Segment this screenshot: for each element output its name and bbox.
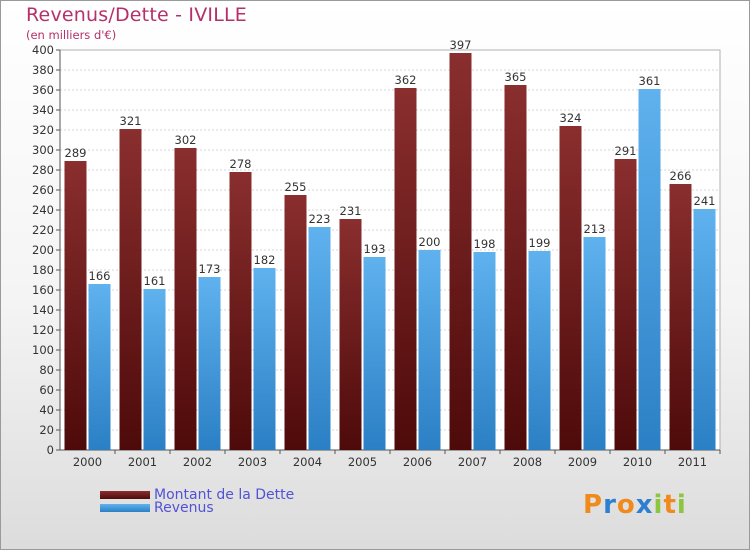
y-tick-label: 0 bbox=[47, 443, 54, 457]
data-label-dette: 362 bbox=[395, 73, 417, 87]
logo-letter: o bbox=[616, 490, 636, 520]
x-tick-label: 2006 bbox=[403, 455, 432, 469]
logo-letter: t bbox=[663, 490, 677, 520]
data-label-revenus: 361 bbox=[639, 74, 661, 88]
data-label-revenus: 161 bbox=[144, 274, 166, 288]
y-tick-label: 320 bbox=[32, 123, 54, 137]
legend-swatch-dette bbox=[100, 491, 150, 499]
x-tick-label: 2011 bbox=[678, 455, 707, 469]
y-tick-label: 220 bbox=[32, 223, 54, 237]
y-tick-label: 240 bbox=[32, 203, 54, 217]
data-label-dette: 397 bbox=[450, 38, 472, 52]
bar-dette bbox=[339, 219, 362, 450]
bar-dette bbox=[394, 88, 417, 450]
data-label-dette: 365 bbox=[505, 70, 527, 84]
data-label-revenus: 213 bbox=[584, 222, 606, 236]
bar-dette bbox=[449, 53, 472, 450]
data-label-revenus: 241 bbox=[694, 194, 716, 208]
legend-item-dette: Montant de la Dette bbox=[100, 487, 294, 503]
data-label-dette: 302 bbox=[175, 133, 197, 147]
x-tick-label: 2002 bbox=[183, 455, 212, 469]
data-label-revenus: 200 bbox=[419, 235, 441, 249]
data-label-dette: 266 bbox=[670, 169, 692, 183]
x-tick-label: 2005 bbox=[348, 455, 377, 469]
data-label-dette: 255 bbox=[285, 180, 307, 194]
legend-label-dette: Montant de la Dette bbox=[154, 487, 295, 503]
logo-letter: r bbox=[603, 490, 617, 520]
y-tick-label: 40 bbox=[39, 403, 54, 417]
legend-swatch-revenus bbox=[100, 504, 150, 512]
bar-dette bbox=[229, 172, 252, 450]
bar-revenus bbox=[88, 284, 111, 450]
data-label-dette: 321 bbox=[120, 114, 142, 128]
logo-letter: P bbox=[583, 490, 604, 520]
y-tick-label: 300 bbox=[32, 143, 54, 157]
y-tick-label: 340 bbox=[32, 103, 54, 117]
data-label-dette: 324 bbox=[560, 111, 582, 125]
y-tick-label: 260 bbox=[32, 183, 54, 197]
x-tick-label: 2001 bbox=[128, 455, 157, 469]
bar-revenus bbox=[363, 257, 386, 450]
bar-revenus bbox=[253, 268, 276, 450]
x-tick-label: 2009 bbox=[568, 455, 597, 469]
bar-dette bbox=[284, 195, 307, 450]
y-tick-label: 360 bbox=[32, 83, 54, 97]
bar-revenus bbox=[638, 89, 661, 450]
bar-revenus bbox=[583, 237, 606, 450]
chart-title: Revenus/Dette - IVILLE bbox=[26, 4, 247, 26]
plot-area bbox=[59, 49, 721, 451]
x-tick-label: 2000 bbox=[73, 455, 102, 469]
y-tick-label: 20 bbox=[39, 423, 54, 437]
y-tick-label: 180 bbox=[32, 263, 54, 277]
proxiti-logo: Proxiti bbox=[583, 490, 687, 520]
y-tick-label: 100 bbox=[32, 343, 54, 357]
x-tick-label: 2008 bbox=[513, 455, 542, 469]
bar-revenus bbox=[308, 227, 331, 450]
x-tick-label: 2003 bbox=[238, 455, 267, 469]
x-tick-label: 2007 bbox=[458, 455, 487, 469]
logo-letter: x bbox=[635, 490, 654, 520]
logo-letter: i bbox=[653, 490, 664, 520]
legend-item-revenus: Revenus bbox=[100, 500, 214, 516]
x-tick-label: 2004 bbox=[293, 455, 322, 469]
data-label-revenus: 223 bbox=[309, 212, 331, 226]
bar-revenus bbox=[473, 252, 496, 450]
chart-subtitle: (en milliers d'€) bbox=[26, 28, 117, 42]
bar-revenus bbox=[418, 250, 441, 450]
x-tick-label: 2010 bbox=[623, 455, 652, 469]
bar-dette bbox=[559, 126, 582, 450]
bar-revenus bbox=[198, 277, 221, 450]
y-tick-label: 280 bbox=[32, 163, 54, 177]
data-label-revenus: 193 bbox=[364, 242, 386, 256]
y-tick-label: 200 bbox=[32, 243, 54, 257]
y-tick-label: 160 bbox=[32, 283, 54, 297]
bar-dette bbox=[174, 148, 197, 450]
bar-dette bbox=[614, 159, 637, 450]
data-label-revenus: 173 bbox=[199, 262, 221, 276]
bar-revenus bbox=[528, 251, 551, 450]
bar-dette bbox=[504, 85, 527, 450]
data-label-dette: 278 bbox=[230, 157, 252, 171]
bar-dette bbox=[119, 129, 142, 450]
data-label-dette: 289 bbox=[65, 146, 87, 160]
data-label-dette: 231 bbox=[340, 204, 362, 218]
logo-letter: i bbox=[676, 490, 687, 520]
y-tick-label: 140 bbox=[32, 303, 54, 317]
data-label-dette: 291 bbox=[615, 144, 637, 158]
bar-dette bbox=[64, 161, 87, 450]
data-label-revenus: 166 bbox=[89, 269, 111, 283]
bar-dette bbox=[669, 184, 692, 450]
data-label-revenus: 182 bbox=[254, 253, 276, 267]
bar-revenus bbox=[143, 289, 166, 450]
data-label-revenus: 199 bbox=[529, 236, 551, 250]
y-tick-label: 380 bbox=[32, 63, 54, 77]
y-tick-label: 120 bbox=[32, 323, 54, 337]
bar-revenus bbox=[693, 209, 716, 450]
legend-label-revenus: Revenus bbox=[154, 500, 214, 516]
y-tick-label: 60 bbox=[39, 383, 54, 397]
y-tick-label: 80 bbox=[39, 363, 54, 377]
data-label-revenus: 198 bbox=[474, 237, 496, 251]
y-tick-label: 400 bbox=[32, 43, 54, 57]
